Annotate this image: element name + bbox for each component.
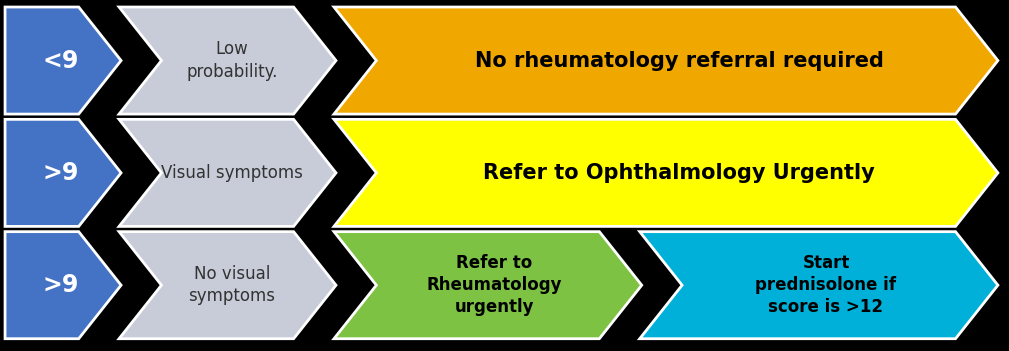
Text: <9: <9: [42, 48, 79, 73]
Polygon shape: [334, 232, 642, 339]
Polygon shape: [119, 119, 336, 226]
Text: Refer to Ophthalmology Urgently: Refer to Ophthalmology Urgently: [483, 163, 875, 183]
Text: Low
probability.: Low probability.: [187, 40, 277, 81]
Text: Start
prednisolone if
score is >12: Start prednisolone if score is >12: [756, 254, 896, 316]
Polygon shape: [5, 7, 121, 114]
Polygon shape: [5, 119, 121, 226]
Text: No rheumatology referral required: No rheumatology referral required: [475, 51, 884, 71]
Text: Visual symptoms: Visual symptoms: [160, 164, 303, 182]
Polygon shape: [640, 232, 998, 339]
Text: Refer to
Rheumatology
urgently: Refer to Rheumatology urgently: [426, 254, 562, 316]
Polygon shape: [119, 7, 336, 114]
Text: No visual
symptoms: No visual symptoms: [189, 265, 275, 305]
Text: >9: >9: [42, 161, 79, 185]
Text: >9: >9: [42, 273, 79, 297]
Polygon shape: [334, 119, 998, 226]
Polygon shape: [334, 7, 998, 114]
Polygon shape: [119, 232, 336, 339]
Polygon shape: [5, 232, 121, 339]
